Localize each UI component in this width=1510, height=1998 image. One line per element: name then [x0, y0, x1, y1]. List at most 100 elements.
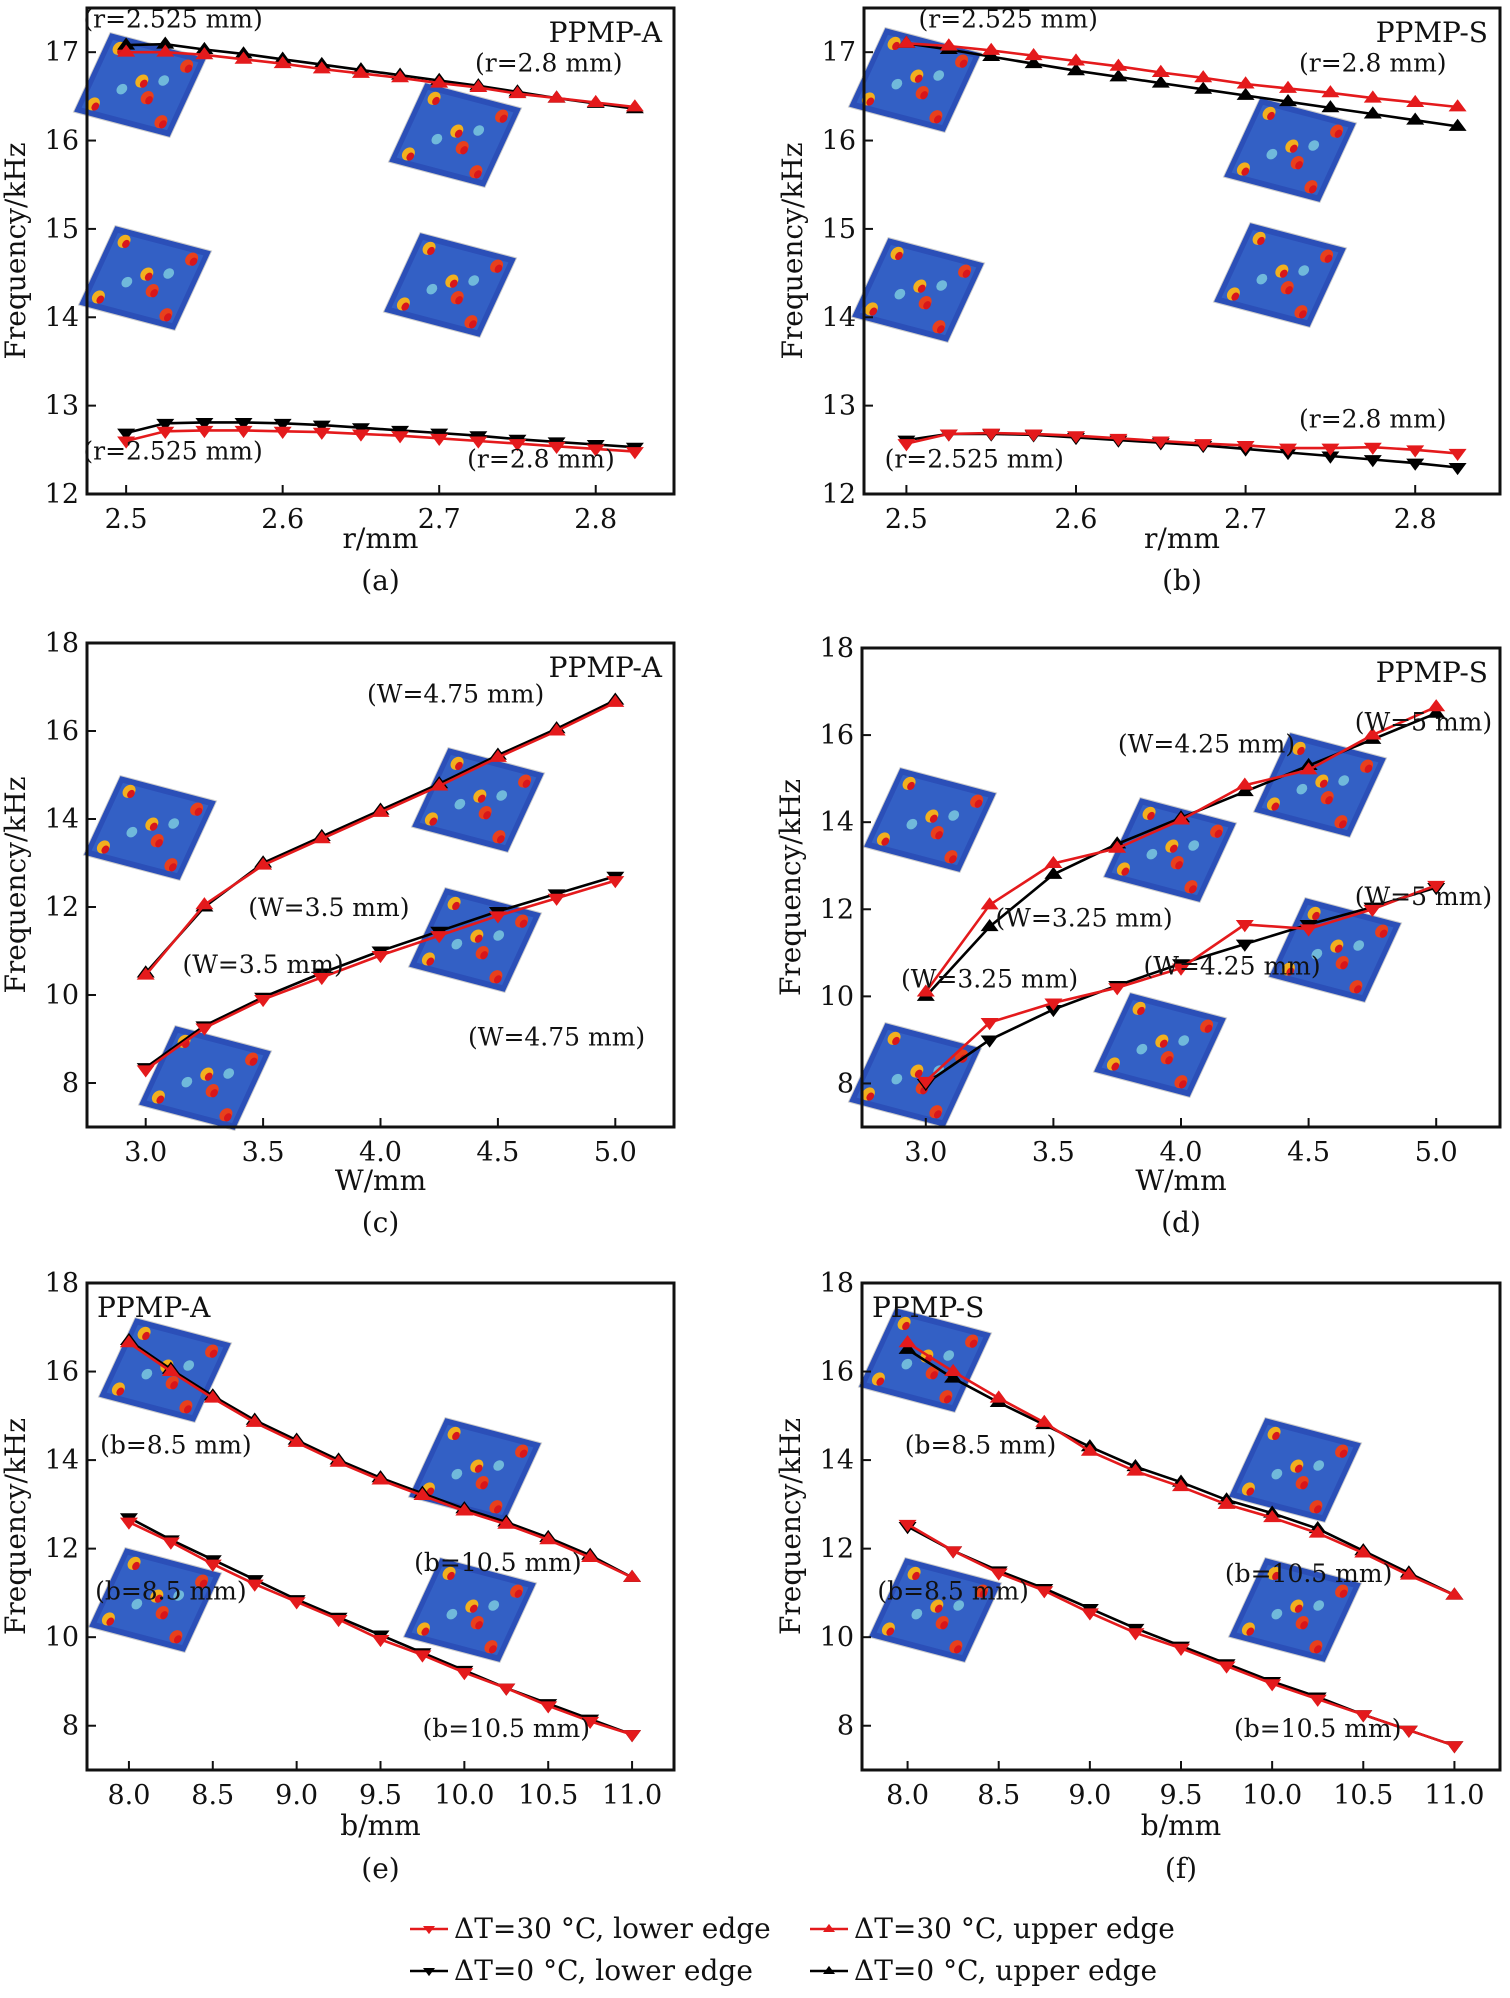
mode-shape-thumbnail: [867, 1556, 1003, 1664]
mode-hole: [906, 818, 918, 830]
annotation: (b=8.5 mm): [100, 1430, 252, 1459]
mode-hotspot-core: [1324, 254, 1333, 263]
mode-hotspot-core: [1289, 144, 1298, 153]
y-tick-label: 17: [45, 37, 79, 68]
mode-hole: [168, 818, 180, 829]
mode-hotspot-core: [426, 957, 435, 966]
mode-hole: [1298, 265, 1310, 276]
panel-caption: (d): [1161, 1206, 1201, 1239]
y-tick-label: 15: [822, 214, 856, 245]
series-line: [126, 50, 636, 109]
series-line: [144, 701, 616, 977]
data-point: [430, 75, 449, 88]
mode-hotspot-core: [943, 1395, 952, 1404]
data-point: [1151, 436, 1170, 449]
mode-hotspot-core: [902, 1321, 910, 1331]
data-point: [939, 429, 958, 442]
data-point: [329, 1615, 348, 1628]
mode-hole: [181, 1076, 193, 1088]
mode-hotspot-core: [468, 320, 477, 329]
mode-hotspot-core: [142, 1331, 150, 1341]
mode-hotspot-core: [514, 1589, 523, 1598]
annotation: (b=8.5 mm): [877, 1577, 1029, 1606]
mode-hotspot-core: [1165, 1056, 1173, 1065]
data-point: [1321, 85, 1340, 98]
x-tick-label: 8.5: [977, 1780, 1020, 1811]
x-tick-label: 8.0: [886, 1780, 929, 1811]
data-point: [1321, 443, 1340, 456]
data-point: [606, 876, 625, 889]
data-point: [273, 418, 292, 432]
y-axis-label: Frequency/kHz: [0, 1418, 32, 1635]
panel-caption: (e): [361, 1852, 399, 1885]
series-line: [125, 421, 635, 449]
mode-hole: [426, 283, 438, 295]
mode-hole: [451, 938, 463, 950]
data-point: [623, 1569, 642, 1582]
annotation: (r=2.525 mm): [83, 437, 262, 466]
mode-hotspot-core: [156, 1095, 165, 1104]
data-point: [1235, 784, 1254, 797]
panel-title: PPMP-S: [872, 1291, 984, 1324]
data-point: [989, 1390, 1008, 1403]
data-point: [944, 1370, 963, 1383]
data-point: [1448, 463, 1467, 476]
mode-hotspot-core: [1267, 111, 1275, 121]
panel-caption: (c): [362, 1206, 400, 1239]
annotation: (r=2.8 mm): [467, 444, 615, 473]
mode-hotspot-core: [488, 1645, 497, 1654]
mode-hotspot-core: [522, 779, 531, 788]
mode-hotspot-core: [876, 1377, 885, 1386]
x-tick-label: 2.7: [1224, 504, 1267, 535]
mode-shape-thumbnail: [137, 1024, 273, 1132]
x-tick-label: 3.5: [242, 1137, 285, 1168]
data-point: [1263, 1679, 1282, 1692]
mode-hotspot-core: [1285, 286, 1293, 295]
data-point: [1448, 448, 1467, 462]
mode-hotspot-core: [1308, 185, 1317, 194]
mode-hotspot-core: [934, 1604, 943, 1613]
y-tick-label: 18: [45, 1268, 79, 1299]
mode-hole: [468, 275, 480, 286]
mode-hotspot-core: [473, 170, 482, 179]
data-point: [156, 418, 175, 432]
series--t-30-c-lower-edge: [136, 876, 625, 1078]
mode-hotspot-core: [881, 837, 890, 846]
mode-hole: [1256, 273, 1268, 285]
data-point: [982, 428, 1001, 441]
annotation: (r=2.525 mm): [83, 4, 262, 33]
mode-hole: [1353, 940, 1365, 951]
data-point: [1236, 76, 1255, 89]
mode-hole: [1311, 948, 1323, 960]
mode-hotspot-core: [432, 96, 440, 106]
panel-title: PPMP-A: [549, 16, 663, 49]
mode-hole: [473, 125, 485, 136]
mode-hotspot-core: [914, 1069, 923, 1078]
data-point: [1108, 983, 1127, 996]
data-point: [488, 749, 507, 762]
data-point: [980, 918, 999, 932]
mode-hotspot-core: [953, 1645, 962, 1654]
x-tick-label: 9.0: [275, 1780, 318, 1811]
panel-b: 12 13 14 15 16 17 2.5 2.6 2.7 2.8 r/mm Frequency/kH…: [776, 4, 1502, 597]
mode-hole: [1313, 1600, 1325, 1611]
x-axis-label: b/mm: [1141, 1809, 1221, 1842]
mode-hotspot-core: [101, 845, 110, 854]
y-tick-label: 16: [820, 1357, 854, 1388]
data-point: [1363, 90, 1382, 103]
mode-hotspot-core: [454, 129, 463, 138]
data-point: [1235, 939, 1254, 952]
x-tick-label: 8.5: [191, 1780, 234, 1811]
data-point: [581, 1716, 600, 1729]
mode-shape-thumbnail: [72, 31, 208, 139]
y-tick-label: 8: [62, 1711, 79, 1742]
data-point: [1363, 727, 1382, 740]
mode-hotspot-core: [158, 120, 167, 129]
mode-hotspot-core: [912, 1571, 920, 1581]
mode-hotspot-core: [892, 41, 900, 51]
mode-shape-thumbnail: [382, 231, 518, 339]
mode-hotspot-core: [917, 284, 926, 293]
annotation: (W=3.25 mm): [901, 965, 1078, 994]
data-point: [898, 1335, 917, 1348]
